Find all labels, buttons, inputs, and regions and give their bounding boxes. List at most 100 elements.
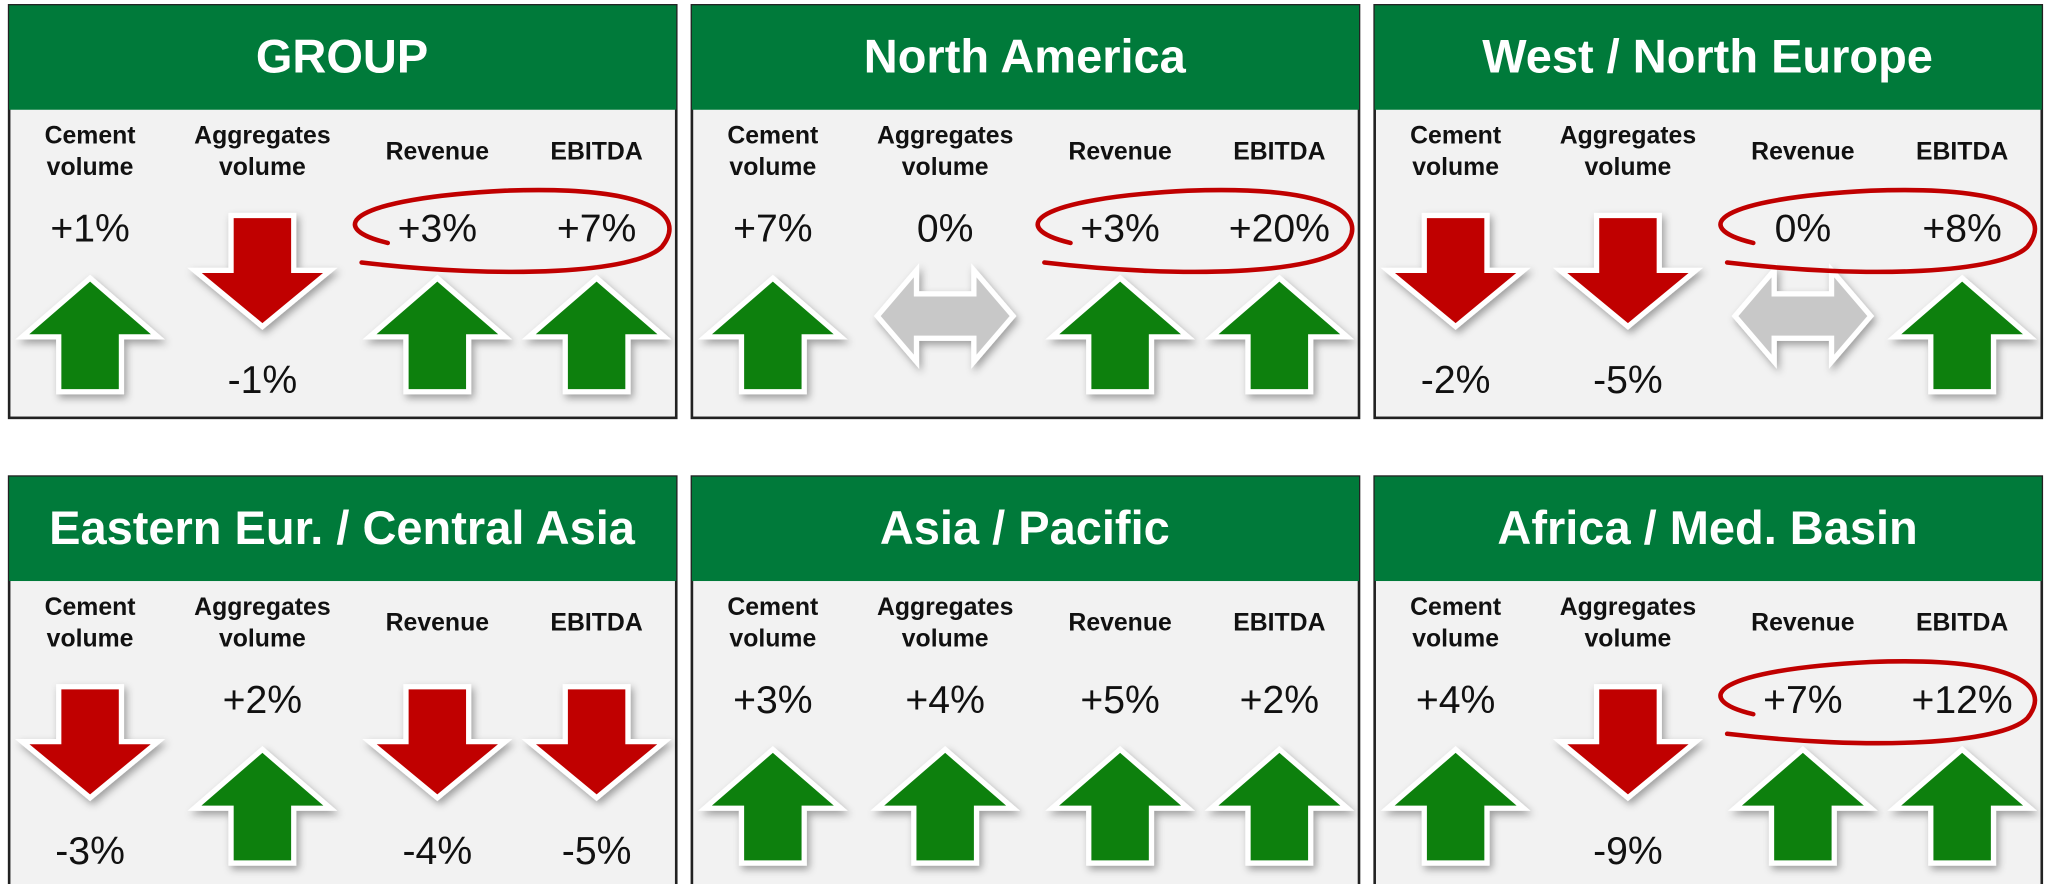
arrow-up <box>1204 274 1355 395</box>
panel-title: Eastern Eur. / Central Asia <box>49 501 636 554</box>
metric-label: volume <box>1585 154 1672 181</box>
arrow-down <box>14 684 166 802</box>
arrow-up <box>1204 745 1355 866</box>
metric-value: +5% <box>1080 679 1159 722</box>
metric-label: Revenue <box>1068 610 1171 637</box>
metric-value: +7% <box>557 208 636 251</box>
panel-header <box>9 476 677 582</box>
highlight-ellipse <box>352 187 672 275</box>
metric-label: volume <box>902 625 989 652</box>
arrow-up <box>697 745 848 866</box>
metric-label: Revenue <box>386 138 489 165</box>
metric-value: +12% <box>1912 679 2013 722</box>
panel-header <box>1374 5 2042 110</box>
panel: Asia / Pacific Cement volume +3% Aggregates v… <box>690 475 1361 884</box>
arrow-down <box>187 212 338 330</box>
metric-value: -5% <box>562 830 632 873</box>
metric-label: volume <box>47 154 134 181</box>
panel-title: GROUP <box>256 30 428 83</box>
panel-header <box>691 5 1360 110</box>
metric-value: -3% <box>55 830 125 873</box>
arrow-down <box>362 684 513 802</box>
arrow-up <box>1727 745 1878 866</box>
metric-label: EBITDA <box>1916 610 2008 637</box>
metric-label: volume <box>219 154 306 181</box>
panel-header <box>9 5 677 110</box>
metric-label: volume <box>902 154 989 181</box>
metric-value: +7% <box>733 208 812 251</box>
metric-label: Cement <box>1410 123 1501 150</box>
panel-title: Asia / Pacific <box>880 501 1170 554</box>
metric-label: volume <box>47 625 134 652</box>
arrow-up <box>15 274 165 395</box>
metric-value: -4% <box>403 830 473 873</box>
arrow-up <box>697 274 848 395</box>
arrow-flat <box>1731 263 1875 369</box>
metric-label: Aggregates <box>877 123 1013 150</box>
panel-header <box>1374 476 2042 582</box>
panel: Africa / Med. Basin Cement volume +4% Aggreg… <box>1373 475 2044 884</box>
metric-label: volume <box>729 625 816 652</box>
highlight-ellipse <box>1718 659 2038 746</box>
panel-title: West / North Europe <box>1482 30 1933 83</box>
arrow-down <box>1380 212 1531 330</box>
metric-label: EBITDA <box>1233 610 1325 637</box>
metric-label: Revenue <box>1751 138 1854 165</box>
arrow-up <box>1380 745 1531 866</box>
metric-label: volume <box>729 154 816 181</box>
metric-value: +4% <box>905 679 984 722</box>
metric-label: EBITDA <box>550 610 642 637</box>
panel: North America Cement volume +7% Aggregates vo… <box>690 4 1361 420</box>
metric-value: +7% <box>1763 679 1842 722</box>
metric-label: Cement <box>45 594 136 621</box>
arrow-up <box>1045 745 1195 866</box>
panel-title: Africa / Med. Basin <box>1497 501 1917 554</box>
metric-value: -1% <box>228 359 298 402</box>
arrow-up <box>521 274 672 395</box>
metric-value: -9% <box>1593 830 1663 873</box>
metric-label: volume <box>1585 625 1672 652</box>
metric-label: EBITDA <box>1916 138 2008 165</box>
metric-label: Cement <box>45 123 136 150</box>
arrow-down <box>1552 684 1704 802</box>
panel: Eastern Eur. / Central Asia Cement volume -… <box>7 475 678 884</box>
metric-value: 0% <box>1775 208 1832 251</box>
metric-value: +2% <box>1240 679 1319 722</box>
metric-label: Cement <box>727 594 818 621</box>
metric-label: volume <box>1412 154 1499 181</box>
metric-value: -2% <box>1421 359 1491 402</box>
highlight-ellipse <box>1718 187 2038 275</box>
metric-label: Aggregates <box>194 594 330 621</box>
metric-value: +8% <box>1922 208 2001 251</box>
metric-label: Revenue <box>1751 610 1854 637</box>
metric-label: volume <box>1412 625 1499 652</box>
arrow-flat <box>873 263 1017 369</box>
metric-label: Cement <box>727 123 818 150</box>
metric-value: +4% <box>1416 679 1495 722</box>
arrow-down <box>1552 212 1704 330</box>
metric-label: volume <box>219 625 306 652</box>
metric-value: 0% <box>917 208 974 251</box>
metric-label: EBITDA <box>550 138 642 165</box>
panel: GROUP Cement volume +1% Aggregates volume -1% R… <box>7 4 678 420</box>
metric-label: EBITDA <box>1233 138 1325 165</box>
arrow-down <box>521 684 672 802</box>
arrow-up <box>187 745 338 866</box>
metric-value: +3% <box>398 208 477 251</box>
metric-value: +20% <box>1229 208 1330 251</box>
panel: West / North Europe Cement volume -2% Aggreg… <box>1373 4 2044 420</box>
arrow-up <box>1887 274 2038 395</box>
metric-value: +3% <box>1080 208 1159 251</box>
metric-value: +1% <box>50 208 129 251</box>
metric-value: +2% <box>223 679 302 722</box>
metric-label: Aggregates <box>194 123 330 150</box>
metric-label: Aggregates <box>1560 123 1696 150</box>
panel-header <box>691 476 1360 582</box>
panel-title: North America <box>864 30 1187 83</box>
metric-value: -5% <box>1593 359 1663 402</box>
arrow-up <box>362 274 513 395</box>
metric-value: +3% <box>733 679 812 722</box>
metric-label: Revenue <box>1068 138 1171 165</box>
